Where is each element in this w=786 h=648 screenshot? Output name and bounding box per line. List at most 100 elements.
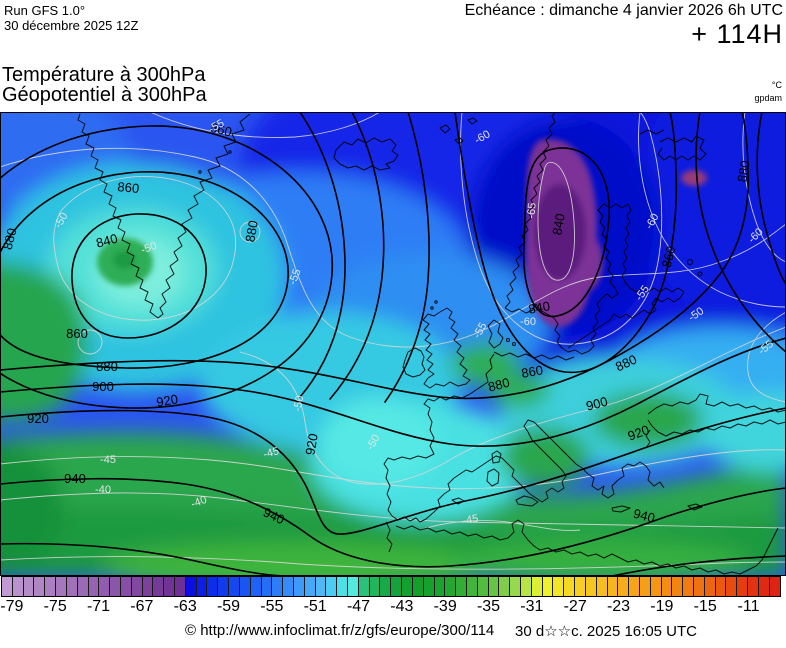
colorbar-tick: -79 (0, 598, 24, 615)
parameter-title-temperature: Température à 300hPa (2, 64, 206, 86)
geopotential-contour-label: 840 (527, 298, 551, 317)
geopotential-contour-label: 900 (92, 379, 114, 394)
colorbar-cell (164, 577, 175, 596)
colorbar-cell (380, 577, 392, 596)
colorbar-cell (672, 577, 684, 596)
temperature-label-layer: -55-50-50-55-60-65-60-55-60-60-55-55-50-… (52, 117, 776, 527)
temperature-contour-label: -50 (139, 240, 158, 257)
colorbar-cell (153, 577, 165, 596)
geopotential-contour-label: 880 (96, 359, 118, 374)
weather-map-svg: 840 860 860 880 880 860 880 900 920 920 920 940 940 8… (0, 112, 786, 576)
colorbar-cell (510, 577, 521, 596)
valid-time-label: Echéance : dimanche 4 janvier 2026 6h UT… (464, 2, 783, 19)
geopotential-contour-label: 880 (0, 226, 20, 251)
colorbar-cell (23, 577, 35, 596)
colorbar-cell (239, 577, 251, 596)
parameter-title-geopotential: Géopotentiel à 300hPa (2, 84, 207, 106)
colorbar-cell (639, 577, 651, 596)
colorbar-cell (704, 577, 716, 596)
colorbar-tick: -31 (520, 598, 544, 615)
geopotential-contour-label: 900 (584, 394, 609, 414)
colorbar-tick: -63 (173, 598, 197, 615)
temperature-contour-label: -65 (525, 202, 538, 219)
forecast-hour-label: + 114H (691, 19, 783, 49)
colorbar-cell (12, 577, 24, 596)
colorbar-cell (434, 577, 446, 596)
colorbar-cell (715, 577, 727, 596)
colorbar-tick: -67 (130, 598, 154, 615)
colorbar-cell (445, 577, 457, 596)
temperature-contour-label: -45 (262, 445, 280, 461)
colorbar-cell (99, 577, 111, 596)
colorbar-cell (293, 577, 305, 596)
colorbar-cell (542, 577, 554, 596)
temperature-contours (0, 112, 786, 570)
colorbar-cell (412, 577, 424, 596)
weather-map: 840 860 860 880 880 860 880 900 920 920 920 940 940 8… (0, 112, 786, 576)
colorbar-cell (196, 577, 208, 596)
colorbar-cell (326, 577, 338, 596)
geopotential-contour-label: 920 (27, 411, 49, 426)
colorbar-cell (229, 577, 240, 596)
colorbar-tick: -47 (346, 598, 371, 615)
colorbar-cell (56, 577, 67, 596)
geopotential-contour-label: 880 (734, 159, 753, 183)
colorbar-cell (531, 577, 543, 596)
temperature-contour-label: -40 (95, 484, 111, 496)
temperature-contour-label: -50 (292, 395, 307, 413)
colorbar (1, 576, 781, 597)
geopotential-contour-label: 940 (64, 471, 86, 486)
colorbar-tick: -19 (650, 598, 674, 615)
colorbar-cell (423, 577, 435, 596)
temperature-contour-label: -60 (520, 316, 536, 328)
colorbar-cell (175, 577, 186, 596)
colorbar-cell (499, 577, 511, 596)
colorbar-cell (2, 577, 13, 596)
colorbar-cell (110, 577, 121, 596)
colorbar-cell (650, 577, 662, 596)
geopotential-contour-label: 860 (117, 179, 140, 196)
colorbar-cell (218, 577, 230, 596)
temperature-contour-label: -45 (100, 454, 116, 466)
colorbar-tick: -35 (476, 598, 501, 615)
run-date-label: 30 décembre 2025 12Z (4, 18, 139, 33)
colorbar-cell (358, 577, 370, 596)
geopotential-label-layer: 840 860 860 880 880 860 880 900 920 920 920 940 940 8… (0, 120, 753, 528)
colorbar-cell (369, 577, 381, 596)
colorbar-cell (34, 577, 46, 596)
geopotential-contour-label: 860 (659, 244, 679, 269)
colorbar-tick-labels: -79 -75 -71 -67 -63 -59 -55 -51 -47 -43 -39 -35 -31 -… (0, 598, 786, 618)
colorbar-cell (66, 577, 78, 596)
colorbar-cell (207, 577, 219, 596)
colorbar-cell (131, 577, 143, 596)
colorbar-tick: -39 (433, 598, 457, 615)
colorbar-cell (77, 577, 89, 596)
colorbar-cell (456, 577, 467, 596)
colorbar-cell (564, 577, 576, 596)
geopotential-contour-label: 920 (302, 432, 321, 456)
colorbar-cell (758, 577, 770, 596)
colorbar-cell (477, 577, 489, 596)
colorbar-cell (683, 577, 694, 596)
geopotential-contours (0, 112, 786, 576)
colorbar-cell (272, 577, 284, 596)
colorbar-cell (142, 577, 154, 596)
colorbar-cell (769, 577, 780, 596)
geopotential-contour-label: 940 (632, 506, 657, 526)
colorbar-tick: -43 (390, 598, 414, 615)
colorbar-cell (488, 577, 500, 596)
colorbar-cell (694, 577, 705, 596)
colorbar-cell (120, 577, 132, 596)
geopotential-contour-label: 920 (626, 422, 652, 444)
geopotential-contour-label: 920 (155, 391, 179, 410)
colorbar-tick: -59 (216, 598, 241, 615)
run-model-label: Run GFS 1.0° (4, 3, 86, 18)
colorbar-cell (726, 577, 738, 596)
geopotential-contour-label: 880 (486, 375, 511, 395)
colorbar-cell (618, 577, 630, 596)
geopotential-contour-label: 840 (94, 231, 119, 251)
colorbar-cell (575, 577, 586, 596)
colorbar-tick: -71 (86, 598, 111, 615)
colorbar-tick: -15 (693, 598, 717, 615)
